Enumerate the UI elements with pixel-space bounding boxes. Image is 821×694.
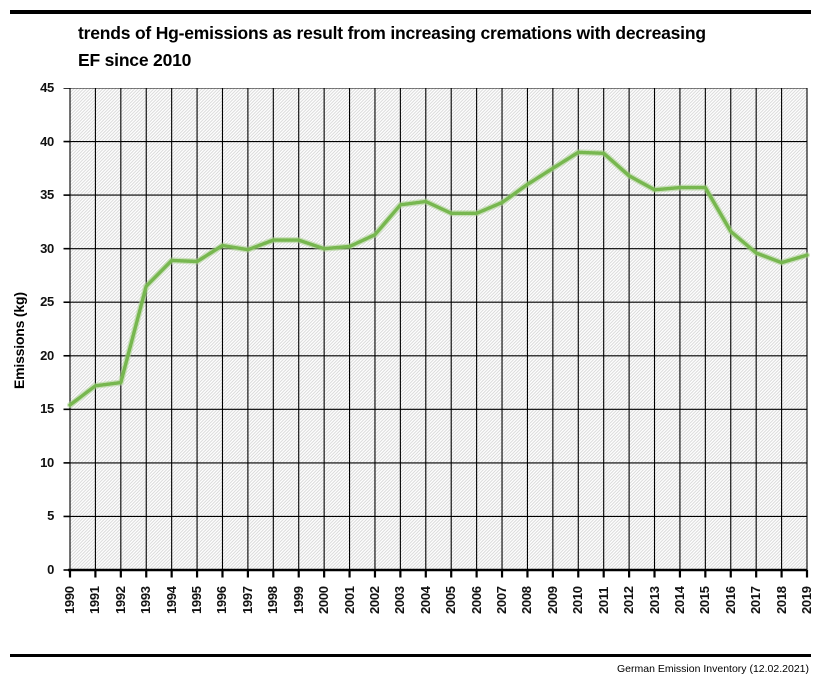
x-tick-label: 2005 — [443, 586, 459, 614]
x-tick-label: 2004 — [417, 586, 433, 614]
x-tick-label: 2011 — [595, 586, 611, 614]
y-tick-label: 40 — [40, 133, 54, 149]
x-tick-label: 2007 — [494, 586, 510, 614]
chart-title-line2: EF since 2010 — [78, 50, 192, 70]
x-tick-label: 1993 — [138, 586, 154, 614]
x-tick-label: 1992 — [112, 586, 128, 614]
x-tick-label: 2019 — [799, 586, 814, 614]
chart-title: trends of Hg-emissions as result from in… — [78, 20, 706, 74]
x-tick-label: 1991 — [87, 586, 103, 614]
y-tick-label: 15 — [40, 401, 54, 417]
source-caption: German Emission Inventory (12.02.2021) — [616, 663, 809, 675]
y-tick-label: 30 — [40, 240, 54, 256]
x-tick-label: 1994 — [163, 586, 179, 614]
x-tick-label: 1999 — [290, 586, 306, 614]
x-tick-label: 2009 — [544, 586, 560, 614]
y-tick-label: 0 — [47, 562, 54, 577]
top-divider — [10, 10, 811, 14]
x-tick-label: 2017 — [748, 586, 764, 614]
x-tick-label: 2002 — [366, 586, 382, 614]
x-tick-label: 1998 — [265, 586, 281, 614]
x-tick-label: 2008 — [519, 586, 535, 614]
y-tick-label: 45 — [40, 80, 54, 95]
x-tick-label: 2001 — [341, 586, 357, 614]
x-tick-label: 2006 — [468, 586, 484, 614]
x-tick-label: 1997 — [239, 586, 255, 614]
x-tick-label: 1995 — [189, 586, 205, 614]
x-tick-label: 2015 — [697, 586, 713, 614]
x-tick-label: 1990 — [62, 586, 77, 614]
x-tick-label: 2003 — [392, 586, 408, 614]
y-tick-label: 5 — [47, 508, 54, 524]
x-tick-label: 2000 — [316, 586, 332, 614]
x-tick-label: 1996 — [214, 586, 230, 614]
x-tick-label: 2012 — [621, 586, 637, 614]
emissions-line-chart — [63, 88, 810, 578]
x-tick-label: 2016 — [722, 586, 738, 614]
x-tick-label: 2013 — [646, 586, 662, 614]
x-tick-label: 2014 — [671, 586, 687, 614]
chart-title-line1: trends of Hg-emissions as result from in… — [78, 23, 706, 43]
x-tick-label: 2018 — [773, 586, 789, 614]
footer-divider — [10, 654, 811, 657]
y-tick-label: 35 — [40, 187, 54, 203]
y-tick-label: 10 — [40, 454, 54, 470]
x-tick-label: 2010 — [570, 586, 586, 614]
y-tick-label: 25 — [40, 294, 54, 310]
y-tick-label: 20 — [40, 347, 54, 363]
